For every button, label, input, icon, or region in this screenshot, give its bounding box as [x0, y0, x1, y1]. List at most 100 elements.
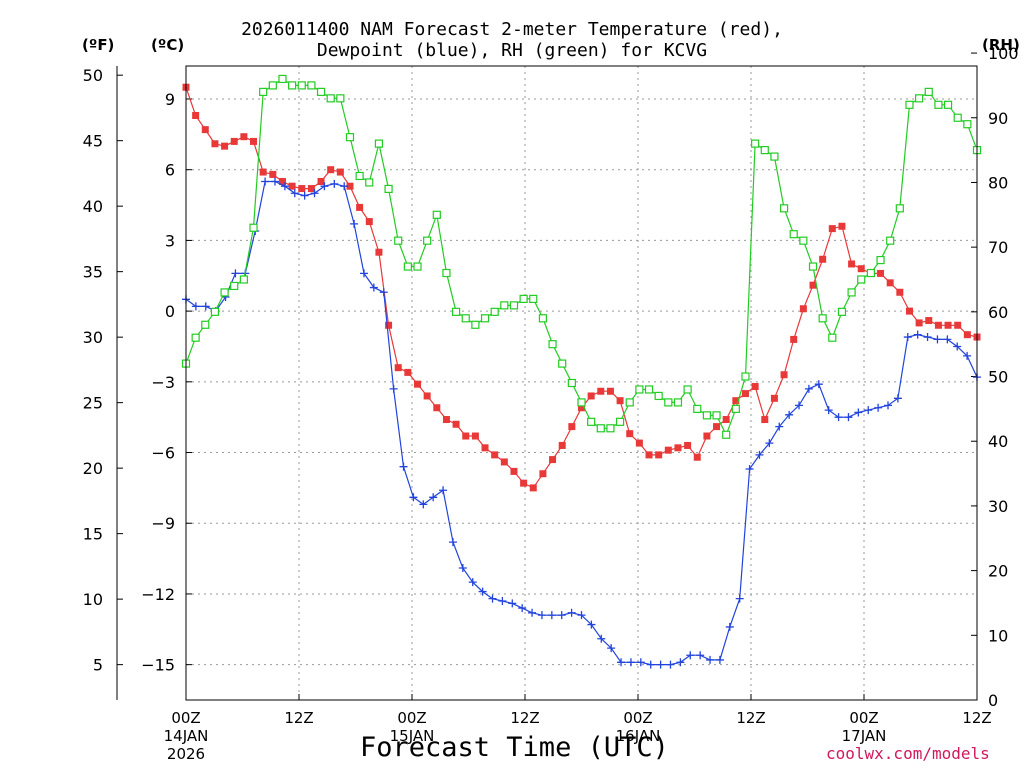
- temperature-point: [761, 416, 769, 424]
- rh-tick-label: 60: [988, 303, 1008, 322]
- dewpoint-point: [884, 401, 893, 410]
- x-date-label: 14JAN: [164, 727, 209, 745]
- rh-point: [702, 411, 712, 420]
- temperature-point: [221, 142, 229, 150]
- temperature-point: [529, 484, 537, 492]
- dewpoint-point: [646, 660, 655, 669]
- rh-point: [635, 385, 644, 394]
- dewpoint-point: [379, 288, 388, 297]
- y-axes: 9630−3−6−9−12−15504540353025201510510090…: [83, 44, 1019, 710]
- rh-point: [857, 275, 866, 284]
- rh-point: [818, 314, 827, 323]
- plot-frame: [185, 65, 978, 701]
- rh-point: [799, 236, 808, 245]
- temperature-point: [192, 111, 200, 119]
- temperature-point: [404, 368, 412, 376]
- rh-point: [905, 100, 914, 109]
- temperature-point: [500, 458, 508, 466]
- rh-unit-label: (RH): [982, 36, 1020, 54]
- rh-tick-label: 100: [988, 44, 1019, 63]
- rh-point: [365, 178, 374, 187]
- temperature-point: [896, 288, 904, 296]
- temperature-point: [211, 140, 219, 148]
- temperature-point: [539, 470, 547, 478]
- temperature-point: [770, 394, 778, 402]
- celsius-tick-label: −12: [141, 585, 175, 604]
- rh-point: [461, 314, 470, 323]
- rh-point: [953, 113, 962, 122]
- dewpoint-point: [350, 219, 359, 228]
- temperature-point: [578, 404, 585, 412]
- dewpoint-point: [439, 486, 448, 495]
- rh-point: [789, 230, 798, 239]
- rh-point: [625, 398, 634, 407]
- dewpoint-point: [478, 587, 487, 596]
- x-year-label: 2026: [167, 745, 205, 763]
- rh-tick-label: 0: [988, 691, 998, 710]
- temperature-point: [597, 387, 605, 395]
- rh-point: [654, 391, 663, 401]
- x-tick-label: 00Z: [623, 709, 652, 727]
- rh-point: [490, 307, 499, 316]
- rh-tick-label: 40: [988, 432, 1008, 451]
- dewpoint-point: [824, 406, 833, 415]
- temperature-point: [905, 307, 913, 315]
- dewpoint-point: [696, 651, 705, 660]
- rh-tick-label: 50: [988, 368, 1008, 387]
- temperature-point: [713, 423, 721, 431]
- rh-point: [741, 372, 750, 381]
- rh-point: [259, 87, 268, 96]
- rh-point: [808, 262, 818, 271]
- temperature-point: [471, 432, 479, 440]
- dewpoint-point: [775, 422, 784, 431]
- temperature-point: [626, 430, 634, 438]
- temperature-point: [780, 371, 788, 379]
- temperature-point: [925, 317, 933, 325]
- temperature-point: [269, 170, 277, 178]
- rh-point: [963, 120, 972, 129]
- temperature-point: [664, 446, 672, 454]
- dewpoint-point: [745, 465, 754, 474]
- fahrenheit-tick-label: 15: [83, 525, 103, 544]
- dewpoint-point: [547, 611, 556, 620]
- dewpoint-point: [270, 177, 279, 186]
- dewpoint-point: [557, 611, 566, 620]
- temperature-point: [616, 397, 624, 405]
- temperature-point: [510, 467, 518, 475]
- x-tick-label: 00Z: [849, 709, 878, 727]
- rh-point: [886, 236, 895, 245]
- rh-point: [210, 307, 220, 316]
- celsius-tick-label: 0: [165, 302, 175, 321]
- dewpoint-point: [290, 189, 299, 198]
- dewpoint-point: [310, 189, 319, 198]
- rh-point: [451, 307, 461, 316]
- rh-point: [895, 204, 904, 213]
- rh-point: [760, 146, 769, 155]
- dewpoint-point: [340, 182, 349, 191]
- temperature-point: [250, 137, 258, 145]
- temperature-point: [423, 392, 431, 400]
- rh-point: [770, 152, 779, 161]
- temperature-point: [693, 453, 701, 461]
- dewpoint-point: [399, 462, 408, 471]
- temperature-point: [635, 439, 643, 447]
- temperature-point: [307, 185, 315, 193]
- rh-point: [866, 268, 875, 278]
- rh-point: [876, 255, 885, 265]
- rh-point: [943, 100, 953, 109]
- dewpoint-point: [261, 177, 270, 186]
- rh-point: [664, 398, 673, 407]
- rh-point: [480, 314, 490, 323]
- rh-point: [423, 236, 432, 245]
- rh-point: [587, 417, 596, 426]
- temperature-point: [838, 222, 846, 230]
- series-temperature: [182, 83, 981, 492]
- fahrenheit-tick-label: 45: [83, 132, 103, 151]
- rh-tick-label: 90: [988, 109, 1008, 128]
- dewpoint-point: [389, 384, 398, 393]
- rh-tick-label: 70: [988, 238, 1008, 257]
- rh-point: [731, 404, 740, 413]
- dewpoint-point: [785, 410, 794, 419]
- rh-point: [722, 430, 731, 439]
- fahrenheit-tick-label: 50: [83, 66, 103, 85]
